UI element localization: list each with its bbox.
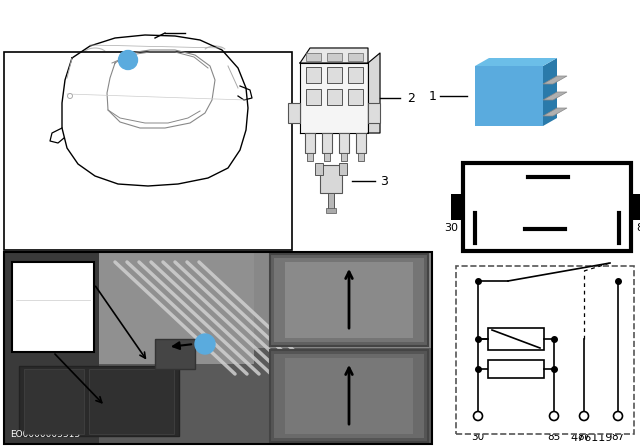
Bar [358, 153, 364, 161]
Bar [4, 252, 432, 348]
Circle shape [195, 334, 215, 354]
Bar [326, 208, 336, 213]
Polygon shape [300, 48, 368, 63]
Bar [327, 89, 342, 105]
Text: 87: 87 [577, 432, 591, 442]
Bar [315, 163, 323, 175]
Bar [341, 153, 347, 161]
Bar [270, 254, 428, 346]
Bar [348, 67, 363, 83]
Text: X8682: X8682 [35, 319, 71, 329]
Text: 87: 87 [538, 236, 552, 246]
Text: 476119: 476119 [571, 433, 613, 443]
Text: 30: 30 [472, 432, 484, 442]
Text: 2: 2 [407, 91, 415, 104]
Bar [12, 262, 94, 352]
Bar [339, 163, 347, 175]
Bar [463, 163, 631, 251]
Bar [306, 89, 321, 105]
Bar [89, 369, 174, 434]
Bar [456, 266, 634, 434]
Bar [328, 193, 334, 211]
Bar [285, 358, 413, 434]
Bar [270, 350, 428, 442]
Bar [155, 339, 195, 369]
Bar [368, 103, 380, 123]
Circle shape [614, 412, 623, 421]
Polygon shape [543, 76, 567, 84]
Bar [24, 369, 84, 434]
Text: A8682: A8682 [35, 305, 71, 315]
Text: 85: 85 [636, 223, 640, 233]
Bar [285, 262, 413, 338]
Bar [99, 252, 254, 364]
Text: X6319: X6319 [35, 285, 71, 295]
Bar [324, 153, 330, 161]
Circle shape [550, 412, 559, 421]
Bar [4, 252, 432, 444]
Circle shape [474, 412, 483, 421]
Text: K6319: K6319 [35, 271, 70, 281]
Bar [19, 366, 179, 436]
Bar [4, 252, 99, 444]
Bar [348, 53, 363, 61]
Text: 85: 85 [547, 432, 561, 442]
Polygon shape [543, 58, 557, 126]
Bar [4, 252, 432, 444]
Text: 6: 6 [475, 422, 481, 432]
Bar [348, 89, 363, 105]
Polygon shape [300, 63, 368, 133]
Bar [320, 165, 342, 193]
Text: 87: 87 [611, 432, 625, 442]
Bar [4, 52, 292, 250]
Text: 4: 4 [550, 422, 557, 432]
Bar [327, 53, 342, 61]
Bar [274, 354, 424, 438]
Text: EO0000003313: EO0000003313 [10, 430, 80, 439]
Polygon shape [543, 108, 567, 116]
Bar [475, 66, 543, 126]
Polygon shape [368, 53, 380, 133]
Text: 5: 5 [580, 422, 588, 432]
Text: 3: 3 [380, 175, 388, 188]
Bar [488, 328, 544, 350]
Polygon shape [475, 58, 557, 66]
Bar [305, 133, 315, 153]
Bar [306, 67, 321, 83]
Bar [356, 133, 366, 153]
Bar [339, 133, 349, 153]
Text: 2: 2 [614, 422, 621, 432]
Text: 1: 1 [201, 339, 209, 349]
Text: 87: 87 [541, 164, 555, 174]
Text: 1: 1 [429, 90, 437, 103]
Bar [306, 53, 321, 61]
Bar [274, 258, 424, 342]
Text: 30: 30 [444, 223, 458, 233]
Circle shape [118, 51, 138, 69]
Circle shape [67, 94, 72, 99]
Bar [451, 194, 463, 220]
Bar [322, 133, 332, 153]
Bar [307, 153, 313, 161]
Bar [488, 360, 544, 378]
Polygon shape [543, 92, 567, 100]
Bar [327, 67, 342, 83]
Text: F07: F07 [43, 333, 63, 343]
Text: 1: 1 [124, 55, 132, 65]
Circle shape [579, 412, 589, 421]
Bar [288, 103, 300, 123]
Bar [631, 194, 640, 220]
